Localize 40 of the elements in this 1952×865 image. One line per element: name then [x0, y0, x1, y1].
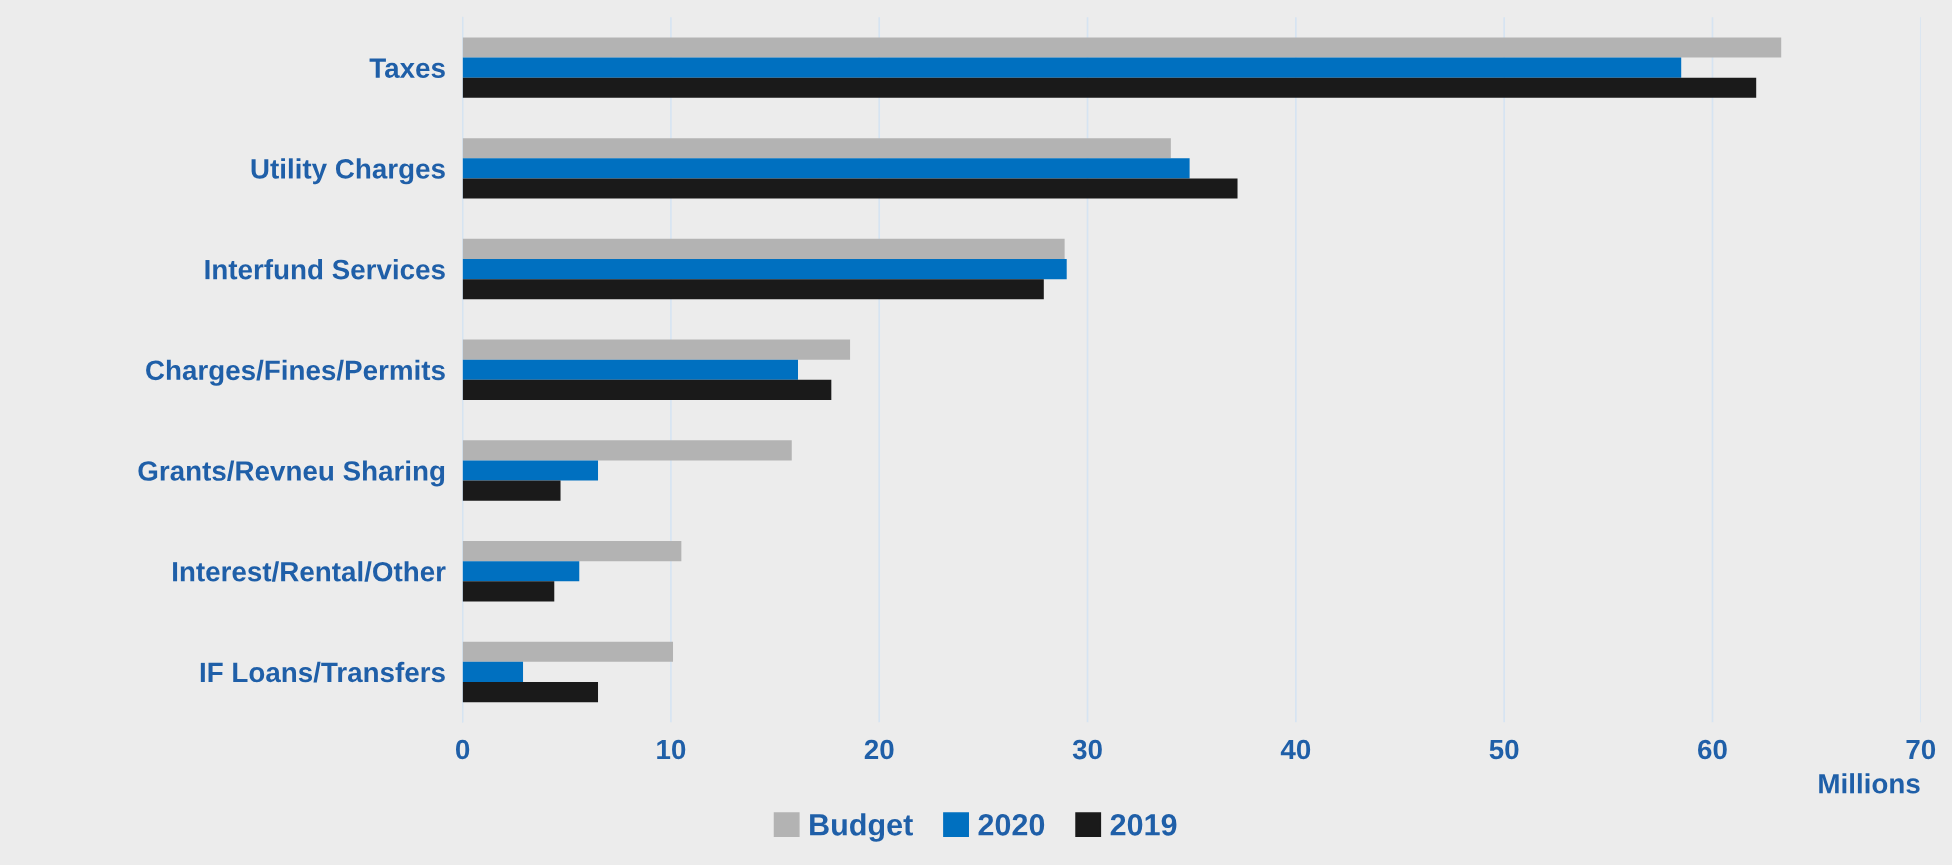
- bar: [462, 440, 792, 461]
- bar: [462, 460, 599, 481]
- bar: [462, 581, 555, 602]
- bar: [462, 279, 1044, 300]
- bar: [462, 661, 524, 682]
- bar: [462, 238, 1065, 260]
- x-tick-label: 70: [1906, 739, 1936, 760]
- x-tick-label: 30: [1072, 739, 1102, 760]
- bar: [462, 681, 599, 703]
- bar: [462, 37, 1782, 58]
- y-tick-label: Utility Charges: [251, 158, 445, 185]
- y-tick-label: Interfund Services: [205, 259, 445, 280]
- bar: [462, 77, 1757, 98]
- x-tick-label: 10: [657, 739, 686, 760]
- x-tick-label: 0: [456, 739, 470, 760]
- y-tick-label: Grants/Revneu Sharing: [138, 460, 445, 487]
- legend-label: 2019: [1110, 814, 1177, 836]
- bar: [462, 541, 682, 562]
- bar: [462, 158, 1190, 179]
- bar: [462, 178, 1238, 199]
- legend-label: 2020: [978, 814, 1045, 836]
- y-tick-label: IF Loans/Transfers: [200, 661, 445, 683]
- bar: [462, 641, 674, 662]
- x-tick-label: 50: [1489, 739, 1519, 760]
- y-tick-label: Charges/Fines/Permits: [146, 359, 445, 386]
- bar: [462, 339, 851, 360]
- bar: [462, 561, 580, 582]
- x-tick-label: 40: [1280, 739, 1311, 760]
- x-tick-label: 20: [864, 739, 894, 760]
- bar: [462, 359, 798, 380]
- x-axis-title: Millions: [1819, 773, 1920, 794]
- x-tick-label: 60: [1698, 739, 1727, 760]
- y-tick-label: Interest/Rental/Other: [173, 561, 446, 582]
- legend-label: Budget: [810, 813, 913, 842]
- bar: [462, 379, 832, 400]
- bar: [462, 138, 1171, 159]
- bar: [462, 480, 561, 501]
- bar: [462, 57, 1682, 78]
- y-tick-label: Taxes: [369, 58, 445, 78]
- bar: [462, 259, 1067, 280]
